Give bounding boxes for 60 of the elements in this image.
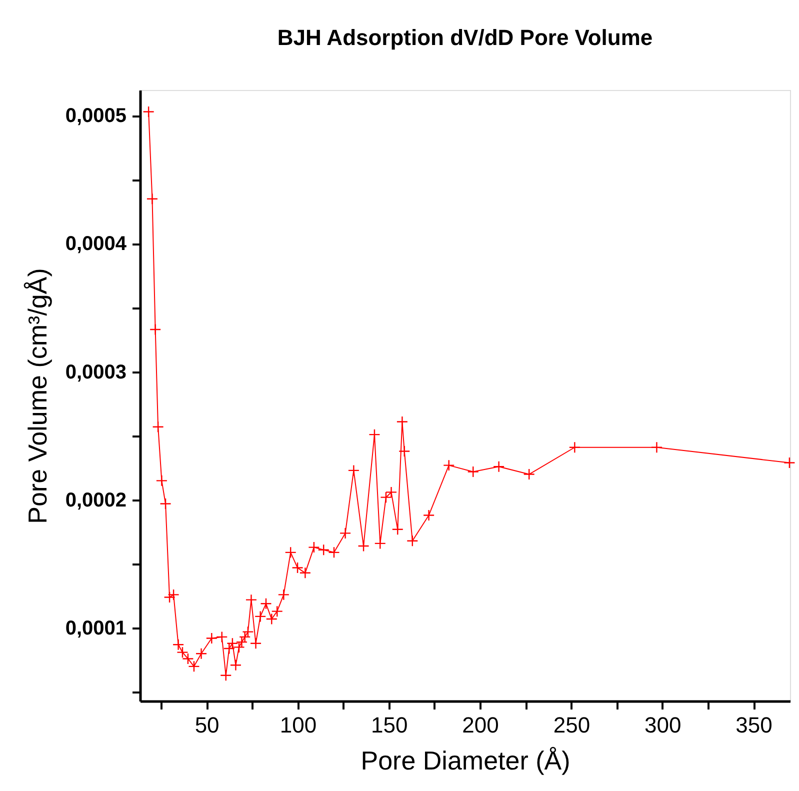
point xyxy=(271,605,283,618)
point xyxy=(385,486,398,498)
point xyxy=(254,610,266,622)
point xyxy=(236,636,248,648)
point xyxy=(406,535,418,547)
point xyxy=(164,591,176,604)
point xyxy=(242,626,254,638)
x-tick-label: 300 xyxy=(644,712,682,738)
point xyxy=(358,540,370,552)
y-tick-label: 0,0004 xyxy=(65,233,128,256)
y-axis-title: Pore Volume (cm³/gÅ) xyxy=(22,268,52,524)
point xyxy=(422,509,435,522)
x-axis-title: Pore Diameter (Å) xyxy=(360,746,570,776)
point xyxy=(220,670,232,682)
point xyxy=(206,632,218,644)
point xyxy=(368,428,380,440)
point xyxy=(278,588,290,601)
x-tick-label: 250 xyxy=(553,712,590,738)
point xyxy=(784,456,796,469)
y-tick-label: 0,0003 xyxy=(65,361,126,384)
point xyxy=(650,442,663,454)
point xyxy=(328,546,340,558)
point xyxy=(142,106,154,118)
point xyxy=(380,491,392,504)
x-tick-label: 150 xyxy=(371,712,408,738)
point xyxy=(149,324,162,336)
point xyxy=(492,460,505,472)
point xyxy=(195,648,208,660)
point xyxy=(245,594,258,606)
y-tick-label: 0,0001 xyxy=(65,617,126,640)
point xyxy=(216,631,228,643)
point xyxy=(230,659,242,671)
y-tick-label: 0,0002 xyxy=(65,489,126,512)
point xyxy=(339,527,352,540)
point xyxy=(392,524,404,536)
point xyxy=(250,638,262,650)
point xyxy=(152,421,164,433)
chart-title: BJH Adsorption dV/dD Pore Volume xyxy=(277,25,653,50)
point xyxy=(348,464,360,476)
point xyxy=(168,588,180,601)
point xyxy=(146,193,158,205)
point xyxy=(156,474,168,487)
point xyxy=(284,546,296,558)
point xyxy=(568,442,581,454)
point xyxy=(260,598,272,610)
point xyxy=(443,459,455,472)
x-tick-label: 100 xyxy=(280,712,317,738)
x-tick-label: 200 xyxy=(462,712,499,738)
point xyxy=(398,445,410,458)
point xyxy=(523,468,535,480)
point xyxy=(238,631,251,643)
point xyxy=(160,498,172,510)
point xyxy=(318,544,330,556)
x-tick-label: 50 xyxy=(194,712,220,738)
x-tick-label: 350 xyxy=(736,712,772,738)
y-tick-label: 0,0005 xyxy=(65,105,126,128)
point xyxy=(308,541,320,554)
point xyxy=(223,642,235,654)
point xyxy=(467,466,479,478)
point xyxy=(266,613,278,625)
